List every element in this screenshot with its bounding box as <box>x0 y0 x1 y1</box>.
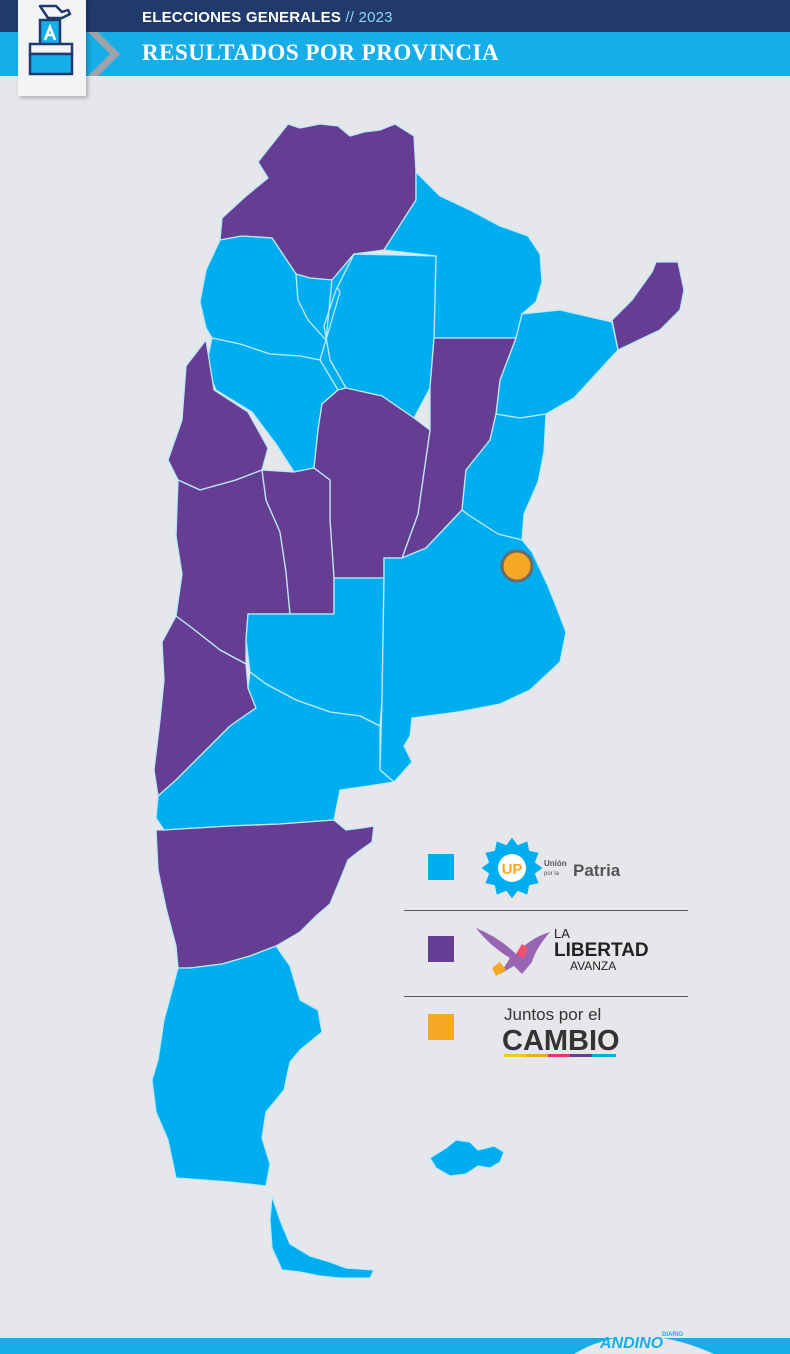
header: ELECCIONES GENERALES // 2023 RESULTADOS … <box>0 0 790 96</box>
legend-swatch-cyan <box>428 854 454 880</box>
kicker-year: 2023 <box>358 9 393 26</box>
page-title: RESULTADOS POR PROVINCIA <box>142 40 500 65</box>
province-tucuman <box>295 273 341 341</box>
footer-brand-small: DIARIO <box>662 1332 683 1338</box>
province-santa-cruz <box>151 945 323 1187</box>
up-logo-union: Unión <box>544 859 567 868</box>
legend-swatch-orange <box>428 1014 454 1040</box>
up-logo-patria: Patria <box>573 861 621 880</box>
province-chubut <box>155 819 375 969</box>
chevron-right-icon <box>88 32 120 76</box>
diario-andino-logo: ANDINO DIARIO <box>574 1332 714 1354</box>
header-top-bar <box>0 0 790 32</box>
province-north-purple <box>219 123 417 281</box>
legend-swatch-purple <box>428 936 454 962</box>
lla-logo-libertad: LIBERTAD <box>554 940 649 961</box>
la-libertad-avanza-logo: LA LIBERTAD AVANZA <box>476 926 649 976</box>
legend-item-juntos-por-el-cambio: Juntos por el CAMBIO <box>404 998 688 1084</box>
lla-logo-la: LA <box>554 926 570 941</box>
juntos-por-el-cambio-logo: Juntos por el CAMBIO <box>502 1005 620 1057</box>
lla-logo-avanza: AVANZA <box>570 959 616 973</box>
union-por-la-patria-logo: UP Unión por la Patria <box>480 834 621 898</box>
footer-brand: ANDINO <box>599 1335 664 1352</box>
header-bottom-bar <box>0 32 790 76</box>
ballot-box-icon <box>18 0 86 96</box>
islands-malvinas <box>429 1139 505 1177</box>
jxc-logo-cambio: CAMBIO <box>502 1025 620 1057</box>
legend: UP Unión por la Patria LA LIBERTAD AVANZ… <box>404 826 688 1084</box>
province-formosa <box>383 171 543 339</box>
jxc-logo-juntos: Juntos por el <box>504 1005 601 1024</box>
legend-divider <box>404 910 688 911</box>
province-santiago <box>319 253 355 391</box>
header-kicker: ELECCIONES GENERALES // 2023 <box>142 9 393 26</box>
legend-divider <box>404 996 688 997</box>
province-misiones <box>611 261 685 351</box>
kicker-text: ELECCIONES GENERALES <box>142 9 342 26</box>
legend-item-la-libertad-avanza: LA LIBERTAD AVANZA <box>404 912 688 998</box>
caba-marker <box>500 549 534 583</box>
up-logo-porla: por la <box>544 871 560 877</box>
up-logo-text: UP <box>502 861 523 878</box>
province-tierra-del-fuego <box>269 1195 375 1279</box>
legend-item-union-por-la-patria: UP Unión por la Patria <box>404 826 688 912</box>
kicker-separator: // <box>345 9 355 26</box>
